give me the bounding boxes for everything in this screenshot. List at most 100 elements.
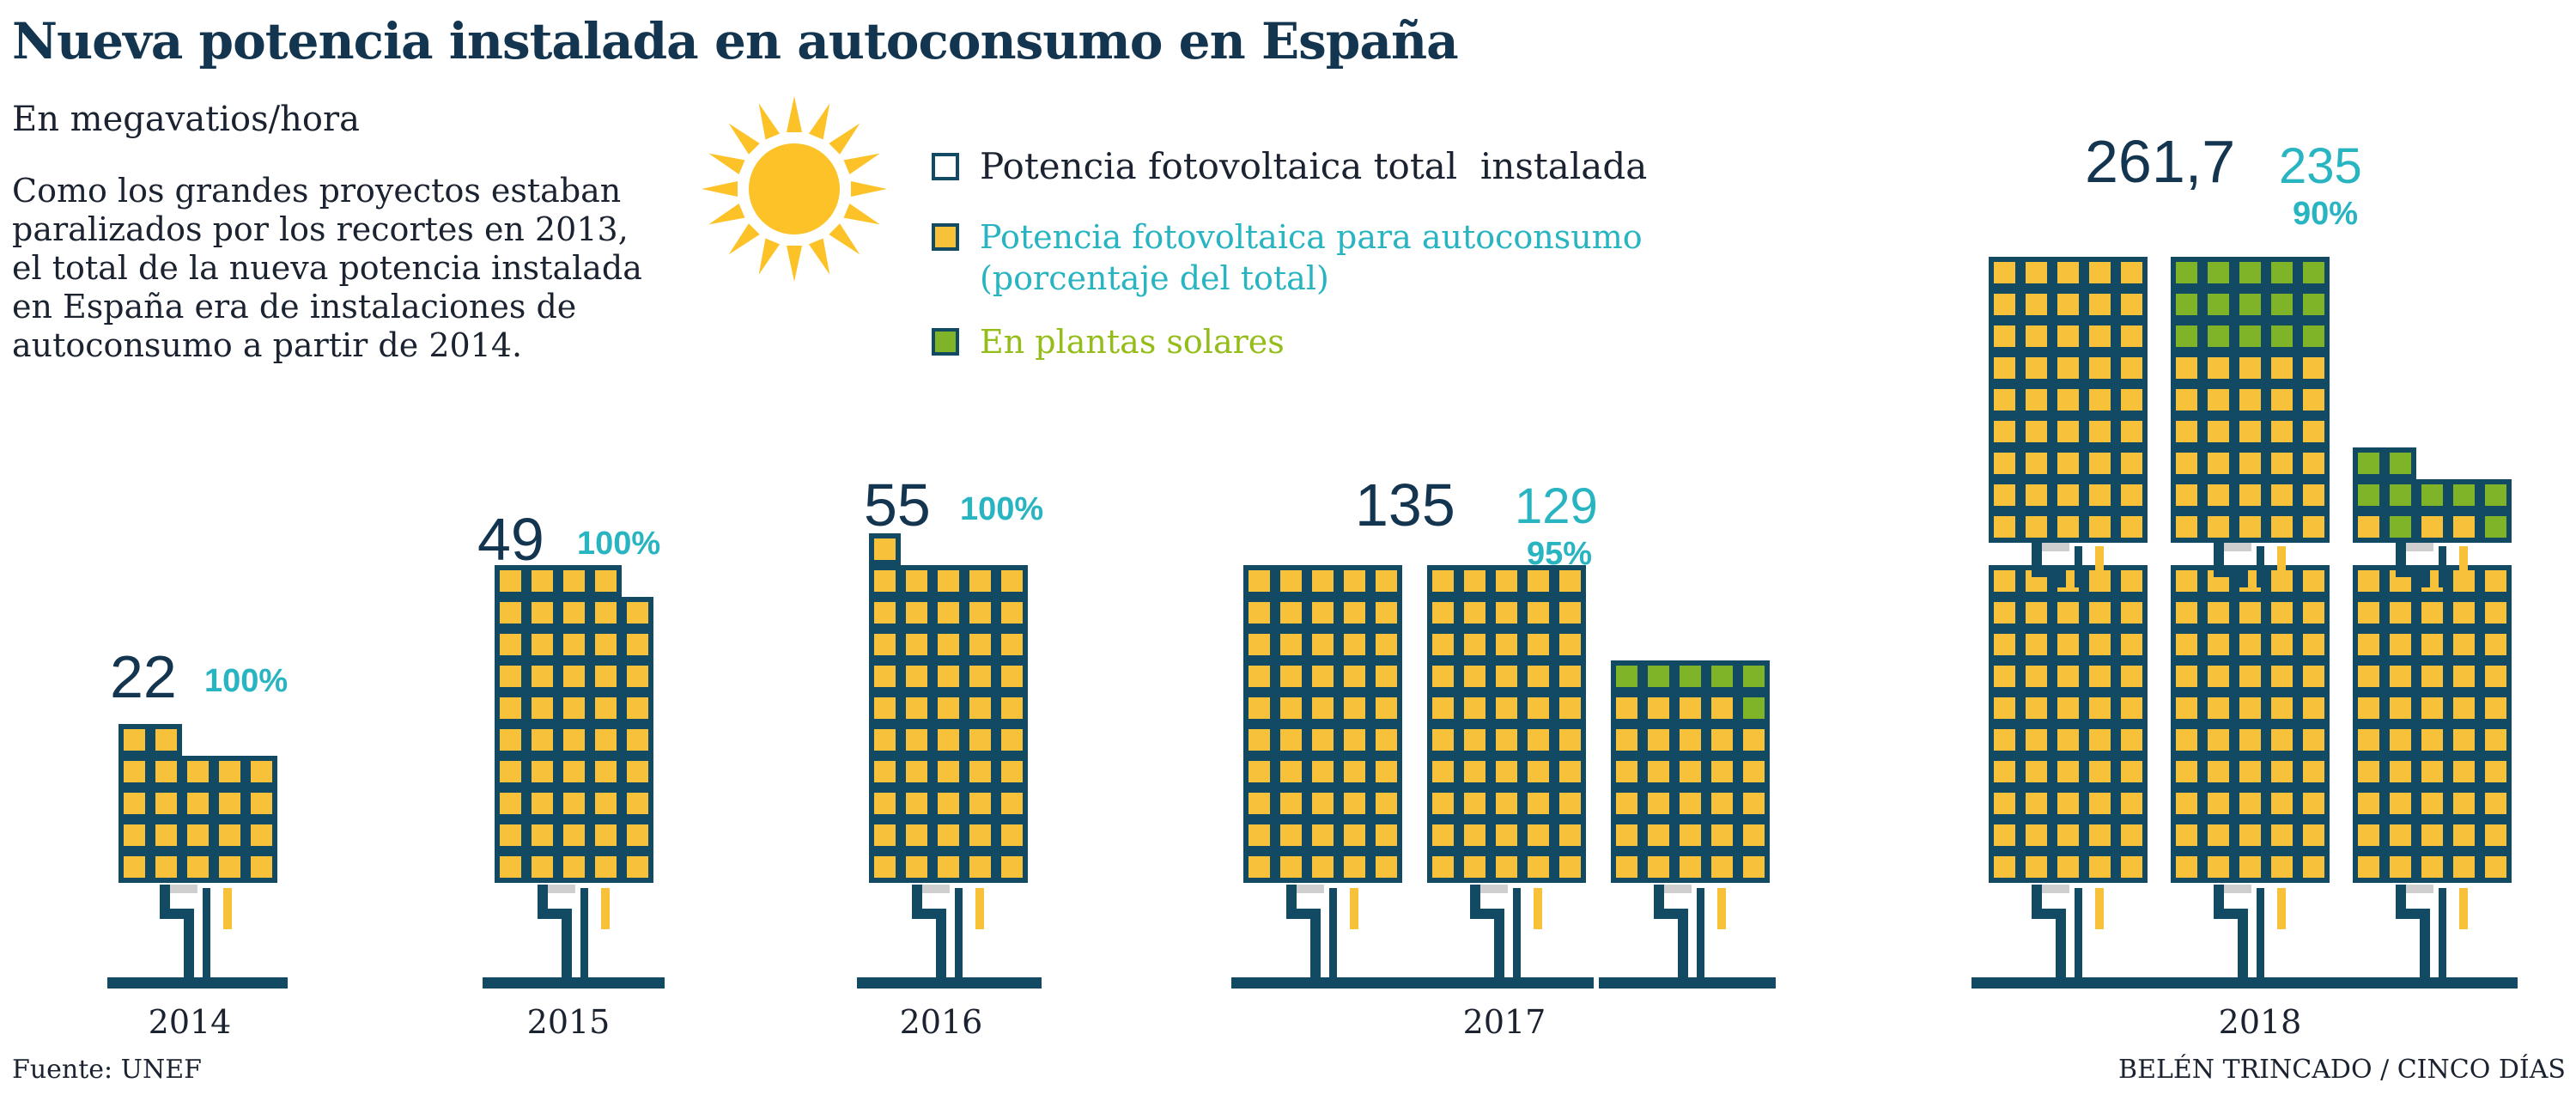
plant-cell [1711, 666, 1733, 687]
autoconsumo-cell [2390, 761, 2411, 782]
autoconsumo-cell [2271, 453, 2293, 474]
autoconsumo-cell [2485, 856, 2506, 878]
support-cable [975, 888, 984, 929]
autoconsumo-cell [2303, 634, 2324, 655]
autoconsumo-cell [874, 824, 896, 846]
autoconsumo-cell [906, 634, 927, 655]
autoconsumo-cell [532, 697, 553, 719]
autoconsumo-cell [2026, 294, 2047, 315]
autoconsumo-cell [1528, 697, 1549, 719]
autoconsumo-cell [1464, 761, 1485, 782]
autoconsumo-cell [500, 824, 521, 846]
support-2018-c-upper [2396, 543, 2468, 587]
autoconsumo-cell [2453, 602, 2475, 624]
autoconsumo-cell [1496, 697, 1517, 719]
autoconsumo-cell [563, 856, 585, 878]
plant-cell [2358, 484, 2379, 506]
autoconsumo-cell [2026, 421, 2047, 442]
autoconsumo-cell [2026, 697, 2047, 719]
autoconsumo-cell [2271, 697, 2293, 719]
support-pole [2032, 543, 2066, 587]
autoconsumo-cell [1280, 761, 1302, 782]
autoconsumo-cell [1464, 634, 1485, 655]
sun-ray [708, 203, 745, 225]
autoconsumo-cell [2208, 357, 2229, 379]
autoconsumo-cell [124, 793, 145, 814]
autoconsumo-cell [1376, 856, 1397, 878]
autoconsumo-cell [1648, 824, 1669, 846]
autoconsumo-cell [2390, 824, 2411, 846]
autoconsumo-cell [1680, 729, 1701, 751]
autoconsumo-cell [2239, 484, 2261, 506]
plant-cell [2239, 325, 2261, 347]
autoconsumo-cell [2208, 666, 2229, 687]
autoconsumo-cell [1648, 856, 1669, 878]
autoconsumo-cell [563, 602, 585, 624]
plant-cell [2358, 453, 2379, 474]
plant-cell [2176, 262, 2197, 283]
autoconsumo-cell [1344, 824, 1365, 846]
autoconsumo-cell [2239, 824, 2261, 846]
autoconsumo-cell [1648, 697, 1669, 719]
intro-text: Como los grandes proyectos estaban paral… [12, 172, 642, 364]
autoconsumo-cell [2026, 325, 2047, 347]
autoconsumo-cell [969, 856, 991, 878]
autoconsumo-cell [1376, 793, 1397, 814]
support-connector [163, 885, 197, 893]
autoconsumo-cell [1994, 697, 2015, 719]
autoconsumo-cell [2208, 389, 2229, 411]
autoconsumo-cell [2089, 666, 2111, 687]
plant-cell [2453, 484, 2475, 506]
autoconsumo-cell [906, 729, 927, 751]
autoconsumo-cell [2057, 421, 2079, 442]
autoconsumo-cell [1994, 824, 2015, 846]
autoconsumo-cell [2485, 666, 2506, 687]
autoconsumo-cell [1994, 294, 2015, 315]
autoconsumo-cell [1496, 602, 1517, 624]
percent-2017: 95% [1527, 536, 1593, 572]
autoconsumo-cell [2358, 570, 2379, 592]
autoconsumo-cell [2208, 729, 2229, 751]
autoconsumo-cell [1994, 325, 2015, 347]
support-leg [580, 888, 588, 977]
autoconsumo-cell [938, 570, 959, 592]
autoconsumo-cell [1616, 793, 1637, 814]
autoconsumo-cell [2026, 453, 2047, 474]
ground-2015 [483, 977, 665, 989]
autoconsumo-cell [1280, 570, 1302, 592]
autoconsumo-cell [1464, 824, 1485, 846]
autoconsumo-cell [2026, 262, 2047, 283]
support-leg [2439, 888, 2446, 977]
autoconsumo-cell [969, 729, 991, 751]
autoconsumo-cell [2358, 856, 2379, 878]
support-leg [2439, 546, 2446, 587]
sun-ray [787, 246, 802, 282]
autoconsumo-cell [2303, 389, 2324, 411]
autoconsumo-cell [2239, 634, 2261, 655]
autoconsumo-cell [2421, 602, 2443, 624]
autoconsumo-cell [187, 761, 209, 782]
autoconsumo-cell [2208, 634, 2229, 655]
autoconsumo-cell [2121, 294, 2142, 315]
autoconsumo-cell [500, 602, 521, 624]
autoconsumo-cell [2421, 729, 2443, 751]
autoconsumo-cell [2057, 357, 2079, 379]
autoconsumo-cell [219, 793, 240, 814]
autoconsumo-cell [1994, 389, 2015, 411]
autoconsumo-cell [1280, 729, 1302, 751]
autoconsumo-cell [2057, 761, 2079, 782]
autoconsumo-cell [1711, 697, 1733, 719]
panel-2018-a-lower [1989, 565, 2148, 883]
autoconsumo-cell [2057, 484, 2079, 506]
autoconsumo-cell [1559, 729, 1581, 751]
autoconsumo-cell [1528, 634, 1549, 655]
autoconsumo-cell [969, 761, 991, 782]
autoconsumo-cell [1249, 666, 1270, 687]
autoconsumo-cell [2390, 697, 2411, 719]
autoconsumo-cell [2089, 793, 2111, 814]
autoconsumo-cell [1432, 761, 1454, 782]
plant-cell [1743, 666, 1765, 687]
support-connector [1290, 885, 1324, 893]
autoconsumo-cell [2121, 325, 2142, 347]
panel-2017-a [1243, 565, 1402, 883]
